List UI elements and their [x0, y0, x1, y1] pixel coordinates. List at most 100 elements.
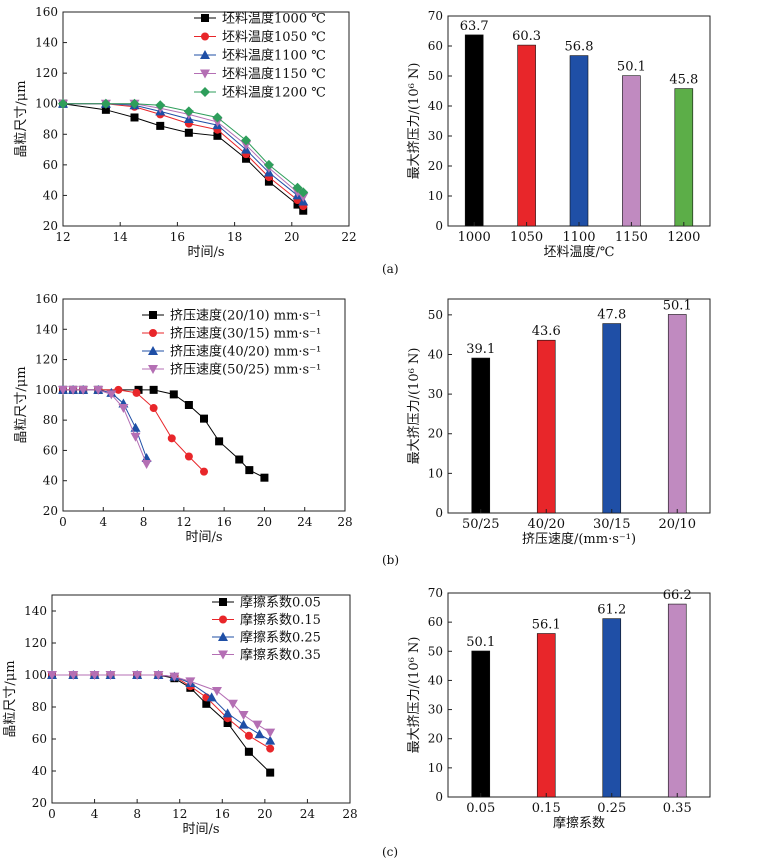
bar-value-label: 56.1: [532, 618, 561, 633]
x-tick-label: 12: [172, 807, 187, 821]
data-point: [263, 159, 274, 170]
plot-frame: [447, 298, 711, 514]
y-tick-label: 60: [32, 732, 47, 746]
data-point: [47, 671, 57, 680]
y-tick-label: 60: [43, 158, 58, 172]
legend-entry: 挤压速度(50/25) mm·s⁻¹: [170, 362, 321, 378]
x-tick-label: 1100: [562, 230, 595, 245]
bar: [471, 357, 491, 514]
x-tick-label: 1200: [667, 230, 700, 245]
a-bar-chart: 0 10 20 30 40 50 60 70 63.7 1000 60.3 1050 56.8 1100 5…: [407, 9, 711, 260]
data-point: [167, 434, 176, 443]
series-line: [63, 103, 304, 202]
bar-value-label: 39.1: [466, 342, 495, 357]
bar-value-label: 61.2: [597, 603, 626, 618]
y-tick-label: 20: [43, 504, 58, 518]
y-tick-label: 140: [35, 322, 58, 336]
data-point: [241, 135, 252, 146]
y-tick-label: 20: [43, 219, 58, 233]
y-axis-label: 晶粒尺寸/μm: [3, 660, 18, 737]
bar-value-label: 43.6: [532, 324, 561, 339]
data-point: [202, 699, 211, 708]
y-tick-label: 30: [428, 387, 443, 401]
data-point: [299, 206, 308, 215]
y-tick-label: 10: [428, 466, 443, 480]
x-tick-label: 12: [55, 230, 70, 244]
data-point: [169, 672, 180, 682]
plot-frame: [62, 298, 346, 512]
bar: [602, 618, 622, 798]
data-point: [298, 192, 309, 202]
legend-marker: [218, 632, 228, 641]
data-point: [238, 711, 249, 720]
data-point: [185, 677, 196, 687]
data-point: [298, 187, 309, 198]
data-point: [100, 98, 111, 109]
data-point: [68, 385, 79, 395]
y-tick-label: 20: [428, 732, 443, 746]
y-tick-label: 120: [24, 636, 47, 650]
y-tick-label: 80: [43, 413, 58, 427]
data-point: [155, 100, 166, 111]
data-point: [260, 473, 269, 482]
b-bar-chart: 0 10 20 30 40 50 39.1 50/25 43.6 40/20 47.8 30/15 50…: [407, 298, 711, 547]
legend-entry: 挤压速度(30/15) mm·s⁻¹: [170, 326, 321, 342]
data-point: [212, 118, 223, 128]
a-line-chart: 12 14 16 18 20 22 20 40 60 80 100 120 140 160 时间/s 晶粒尺寸…: [14, 5, 357, 260]
legend-marker: [201, 32, 209, 41]
data-point: [200, 467, 208, 476]
bar-value-label: 50.1: [466, 635, 495, 650]
x-tick-label: 16: [217, 515, 232, 529]
y-tick-label: 160: [35, 5, 58, 19]
data-point: [211, 687, 222, 696]
legend-marker: [149, 311, 157, 319]
legend-marker: [200, 87, 210, 97]
legend-entry: 坯料温度1000 ℃: [222, 11, 326, 27]
bar: [674, 88, 694, 227]
x-tick-label: 22: [341, 230, 356, 244]
bar: [517, 44, 536, 227]
bar-value-label: 47.8: [597, 308, 626, 323]
data-point: [149, 385, 158, 394]
x-tick-label: 28: [342, 807, 357, 821]
data-point: [58, 98, 68, 109]
bar: [536, 633, 556, 798]
data-point: [238, 719, 249, 729]
plot-frame: [62, 11, 350, 227]
x-tick-label: 16: [170, 230, 185, 244]
y-tick-label: 50: [428, 69, 443, 83]
series-line: [62, 103, 304, 212]
series-line: [63, 103, 304, 193]
data-point: [184, 452, 193, 461]
data-point: [141, 460, 152, 470]
x-tick-label: 20: [257, 515, 272, 529]
x-axis-label: 挤压速度/(mm·s⁻¹): [522, 531, 636, 547]
data-point: [254, 729, 265, 739]
y-tick-label: 120: [35, 353, 58, 367]
y-tick-label: 40: [428, 347, 443, 361]
legend: 挤压速度(20/10) mm·s⁻¹ 挤压速度(30/15) mm·s⁻¹ 挤压速度…: [142, 308, 321, 378]
x-tick-label: 1000: [458, 230, 491, 245]
y-tick-label: 60: [428, 39, 443, 53]
x-tick-label: 0.15: [532, 801, 561, 816]
bar-value-label: 60.3: [512, 29, 541, 44]
data-point: [242, 154, 251, 163]
y-tick-label: 100: [35, 383, 58, 397]
series-line: [63, 389, 265, 479]
x-tick-label: 12: [176, 515, 191, 529]
x-axis-label: 时间/s: [182, 822, 219, 837]
x-tick-label: 14: [113, 230, 129, 244]
data-point: [118, 404, 129, 414]
series-line: [63, 103, 304, 207]
x-tick-label: 30/15: [593, 517, 630, 532]
bar: [464, 34, 484, 227]
data-point: [149, 404, 158, 413]
y-tick-label: 0: [435, 790, 443, 804]
data-point: [292, 182, 303, 193]
x-tick-label: 24: [297, 515, 313, 529]
data-point: [213, 131, 222, 140]
data-point: [184, 128, 193, 137]
series-1: [59, 385, 269, 482]
data-point: [206, 692, 217, 702]
